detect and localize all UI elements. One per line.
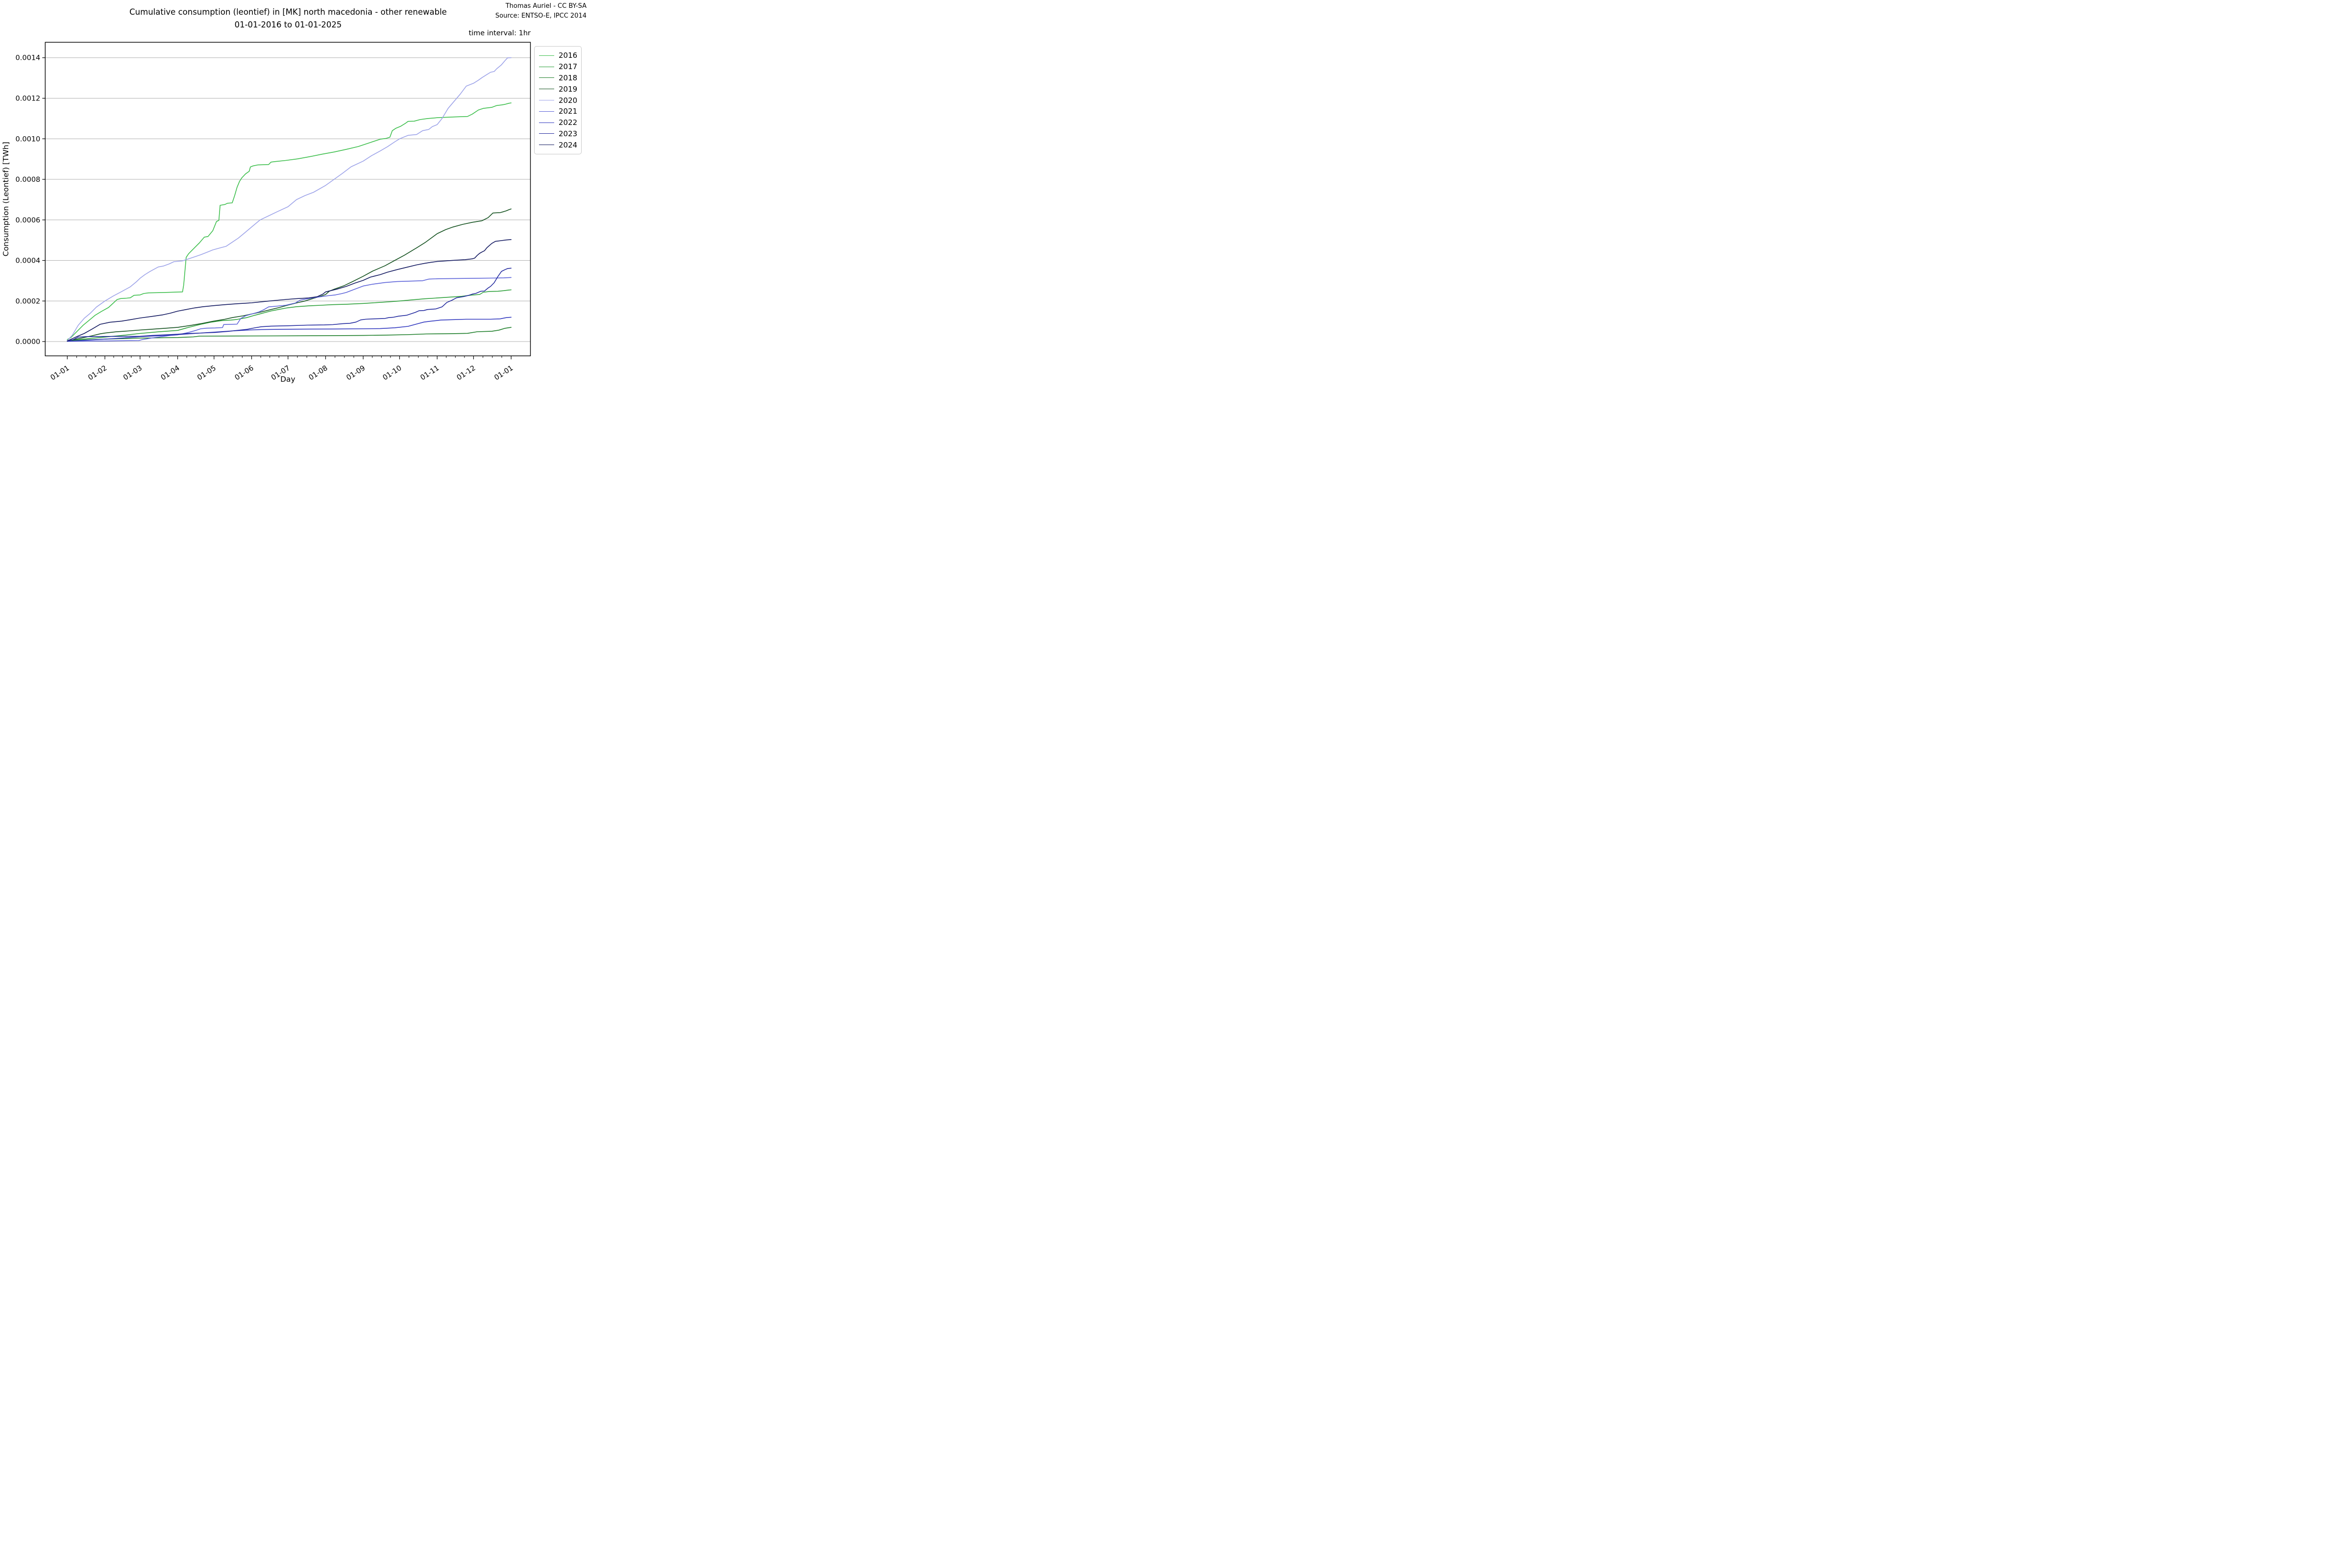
- legend-item-2023: 2023: [539, 128, 577, 140]
- x-tick-label: 01-09: [345, 364, 367, 382]
- x-tick-label: 01-04: [160, 364, 181, 382]
- legend-label-2019: 2019: [559, 84, 578, 94]
- time-interval-note: time interval: 1hr: [468, 29, 531, 37]
- y-tick-label: 0.0010: [16, 135, 41, 143]
- x-tick-label: 01-10: [382, 364, 403, 382]
- series-line-2017: [67, 289, 512, 342]
- chart-title: Cumulative consumption (leontief) in [MK…: [129, 6, 447, 31]
- y-tick-label: 0.0014: [16, 54, 41, 62]
- plot-border: [45, 42, 531, 357]
- y-tick-label: 0.0004: [16, 257, 41, 265]
- legend-swatch-2016: [539, 55, 554, 56]
- y-tick-label: 0.0006: [16, 217, 41, 224]
- legend-item-2018: 2018: [539, 73, 577, 84]
- x-tick-label: 01-11: [419, 364, 441, 382]
- x-tick-label: 01-01: [493, 364, 514, 382]
- legend-label-2022: 2022: [559, 118, 578, 127]
- series-line-2019: [67, 208, 512, 342]
- legend-swatch-2018: [539, 77, 554, 78]
- legend-label-2021: 2021: [559, 107, 578, 116]
- series-line-2022: [67, 317, 512, 342]
- chart-title-line1: Cumulative consumption (leontief) in [MK…: [129, 7, 447, 17]
- consumption-line-chart: 0.0000 0.0002 0.0004 0.0006 0.0008 0.0010 0.00…: [1, 42, 531, 384]
- legend-box: 2016 2017 2018 2019 2020 2021 2022 2023 2024: [534, 46, 582, 155]
- x-tick-label: 01-12: [456, 364, 477, 382]
- legend-item-2020: 2020: [539, 95, 577, 106]
- legend-item-2019: 2019: [539, 83, 577, 95]
- y-tick-label: 0.0008: [16, 176, 41, 184]
- series-line-2016: [67, 102, 512, 340]
- x-tick-label: 01-05: [196, 364, 218, 382]
- legend-label-2016: 2016: [559, 51, 578, 60]
- y-tick-label: 0.0012: [16, 95, 41, 103]
- attribution: Thomas Auriel - CC BY-SA Source: ENTSO-E…: [495, 1, 587, 21]
- x-tick-label: 01-03: [122, 364, 144, 382]
- legend-label-2017: 2017: [559, 62, 578, 72]
- attribution-source: Source: ENTSO-E, IPCC 2014: [495, 12, 587, 20]
- x-tick-label: 01-01: [49, 364, 71, 382]
- legend-item-2016: 2016: [539, 50, 577, 61]
- attribution-author: Thomas Auriel - CC BY-SA: [505, 2, 587, 10]
- x-tick-label: 01-08: [308, 364, 329, 382]
- y-tick-label: 0.0002: [16, 297, 41, 305]
- series-line-2024: [67, 239, 512, 342]
- legend-item-2021: 2021: [539, 106, 577, 117]
- y-axis-label: Consumption (Leontief) [TWh]: [1, 142, 10, 256]
- legend-label-2020: 2020: [559, 96, 578, 105]
- legend-label-2018: 2018: [559, 73, 578, 82]
- legend-swatch-2021: [539, 111, 554, 112]
- legend-item-2017: 2017: [539, 61, 577, 73]
- legend-swatch-2023: [539, 133, 554, 134]
- x-tick-label: 01-06: [234, 364, 255, 382]
- figure-canvas: Cumulative consumption (leontief) in [MK…: [0, 0, 588, 392]
- legend-item-2022: 2022: [539, 117, 577, 128]
- x-axis-label: Day: [280, 375, 295, 384]
- legend-swatch-2022: [539, 122, 554, 123]
- x-tick-label: 01-02: [87, 364, 108, 382]
- legend-label-2024: 2024: [559, 140, 578, 149]
- legend-item-2024: 2024: [539, 139, 577, 150]
- legend-label-2023: 2023: [559, 129, 578, 138]
- series-line-2020: [67, 57, 512, 341]
- series-line-2023: [67, 268, 512, 342]
- series-line-2021: [67, 277, 512, 342]
- chart-title-line2: 01-01-2016 to 01-01-2025: [234, 20, 342, 29]
- y-tick-label: 0.0000: [16, 338, 41, 346]
